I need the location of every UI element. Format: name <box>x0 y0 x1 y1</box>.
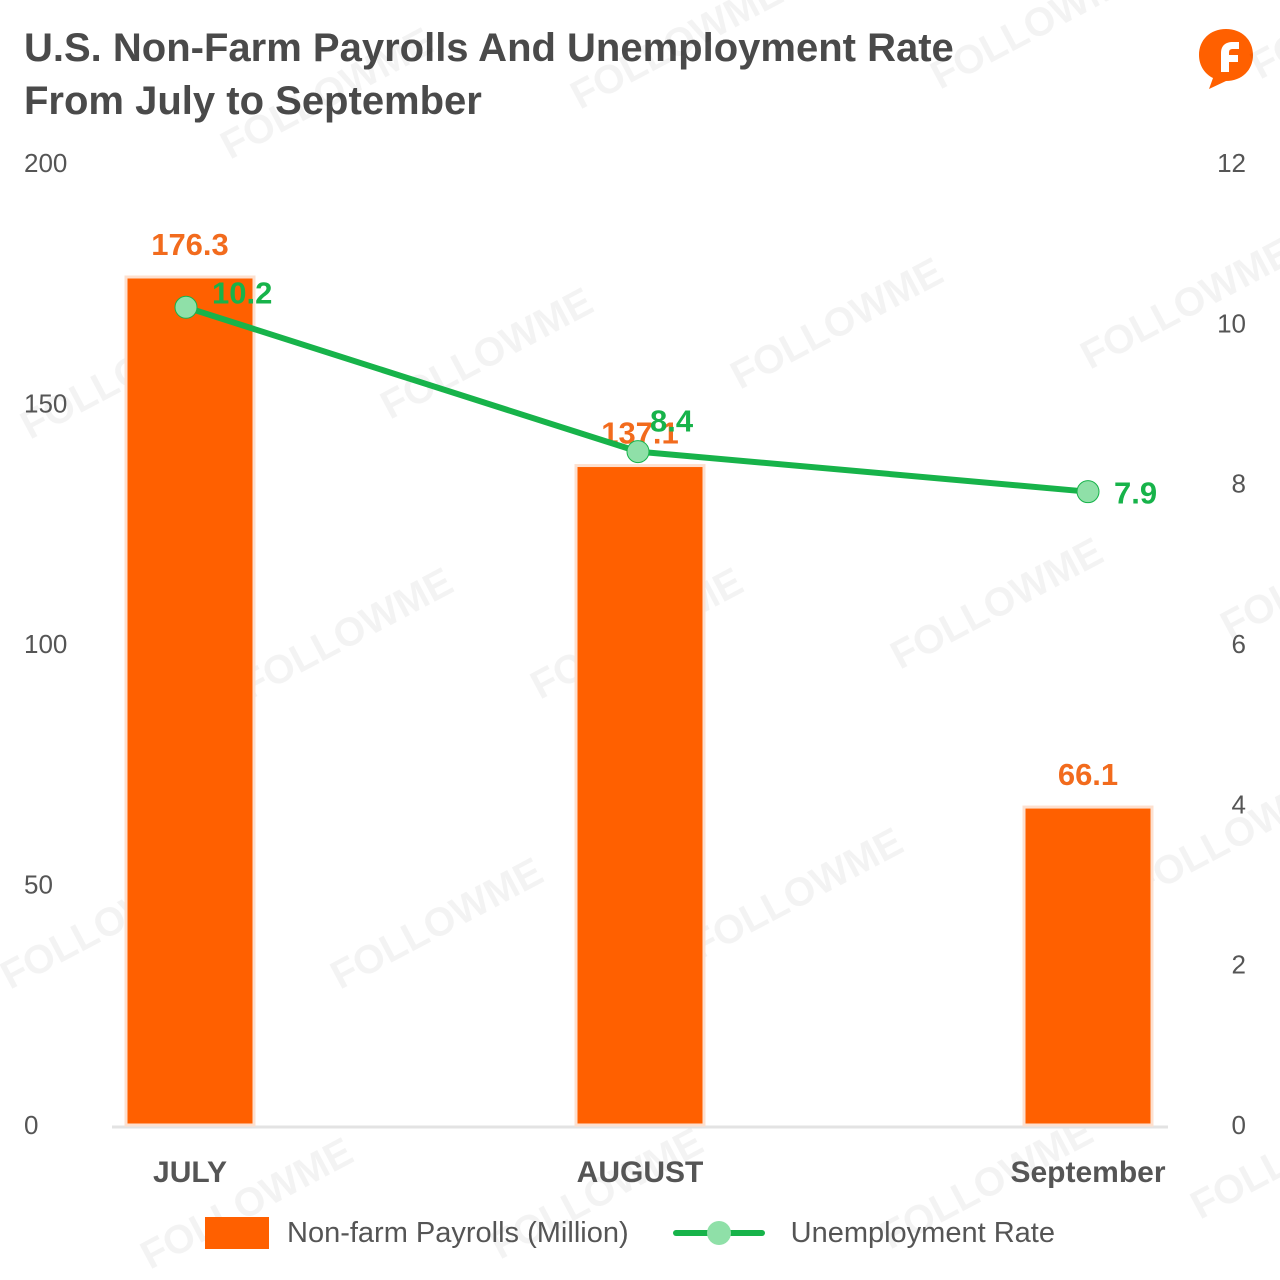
followme-logo-icon <box>1199 29 1253 89</box>
right-axis-tick-label: 2 <box>1232 950 1246 980</box>
chart-title: U.S. Non-Farm Payrolls And Unemployment … <box>24 22 954 128</box>
watermark-text: FOLLOWME <box>234 560 461 708</box>
unemployment-rate-line[interactable] <box>183 304 1091 495</box>
line-labels: 10.2 8.4 7.9 <box>212 275 1157 510</box>
right-axis-tick-label: 4 <box>1232 789 1246 819</box>
line-value-label: 7.9 <box>1114 476 1157 511</box>
unemployment-rate-point[interactable] <box>626 440 650 464</box>
x-axis-category-label: September <box>1010 1156 1165 1189</box>
watermark-text: FOLLOWME <box>924 0 1151 98</box>
left-axis: 0 50 100 150 200 <box>24 148 67 1140</box>
bar-september[interactable] <box>1022 805 1154 1127</box>
right-axis-tick-label: 12 <box>1217 148 1246 178</box>
right-axis-tick-label: 10 <box>1217 308 1246 338</box>
x-axis-categories: JULY AUGUST September <box>153 1156 1166 1189</box>
x-axis-category-label: JULY <box>153 1156 227 1189</box>
left-axis-tick-label: 150 <box>24 389 67 419</box>
watermark-text: FOLLOWME <box>324 850 551 998</box>
watermark-text: FOLLOWME <box>724 250 951 398</box>
right-axis: 0 2 4 6 8 10 12 <box>1217 148 1246 1140</box>
legend: Non-farm Payrolls (Million) Unemployment… <box>205 1210 1055 1256</box>
bar-july[interactable] <box>124 275 256 1127</box>
left-axis-tick-label: 100 <box>24 629 67 659</box>
left-axis-tick-label: 0 <box>24 1110 38 1140</box>
watermark-text: FOLLOWME <box>884 530 1111 678</box>
bar-value-label: 176.3 <box>151 227 229 262</box>
legend-swatch-line <box>672 1218 765 1248</box>
right-axis-tick-label: 0 <box>1232 1110 1246 1140</box>
line-value-label: 8.4 <box>650 404 694 439</box>
unemployment-rate-point[interactable] <box>174 295 198 319</box>
line-series <box>174 295 1100 504</box>
line-value-label: 10.2 <box>212 275 272 310</box>
bar-august[interactable] <box>574 464 706 1127</box>
watermark-text: FOLLOWME <box>1214 500 1280 648</box>
right-axis-tick-label: 6 <box>1232 629 1246 659</box>
bar-series <box>124 275 1154 1127</box>
legend-label-payrolls: Non-farm Payrolls (Million) <box>287 1216 629 1249</box>
watermark-text: FOLLOWME <box>1184 1080 1280 1228</box>
watermark-text: FOLLOWME <box>564 0 791 118</box>
legend-swatch-bar <box>205 1217 269 1249</box>
legend-label-unemployment: Unemployment Rate <box>790 1216 1055 1249</box>
watermark-text: FOLLOWME <box>1074 230 1280 378</box>
legend-item-unemployment[interactable]: Unemployment Rate <box>629 1217 1055 1250</box>
watermark-text: FOLLOWME <box>684 820 911 968</box>
unemployment-rate-point[interactable] <box>1076 480 1100 504</box>
right-axis-tick-label: 8 <box>1232 469 1246 499</box>
watermark-text: FOLLOWME <box>214 20 441 168</box>
left-axis-tick-label: 200 <box>24 148 67 178</box>
watermark-text: FOLLOWME <box>1244 0 1280 88</box>
legend-item-payrolls[interactable]: Non-farm Payrolls (Million) <box>205 1217 629 1250</box>
left-axis-tick-label: 50 <box>24 870 53 900</box>
chart-title-line-2: From July to September <box>24 79 482 123</box>
bar-value-label: 66.1 <box>1058 757 1118 792</box>
x-axis-category-label: AUGUST <box>577 1156 704 1189</box>
chart-title-line-1: U.S. Non-Farm Payrolls And Unemployment … <box>24 26 954 70</box>
